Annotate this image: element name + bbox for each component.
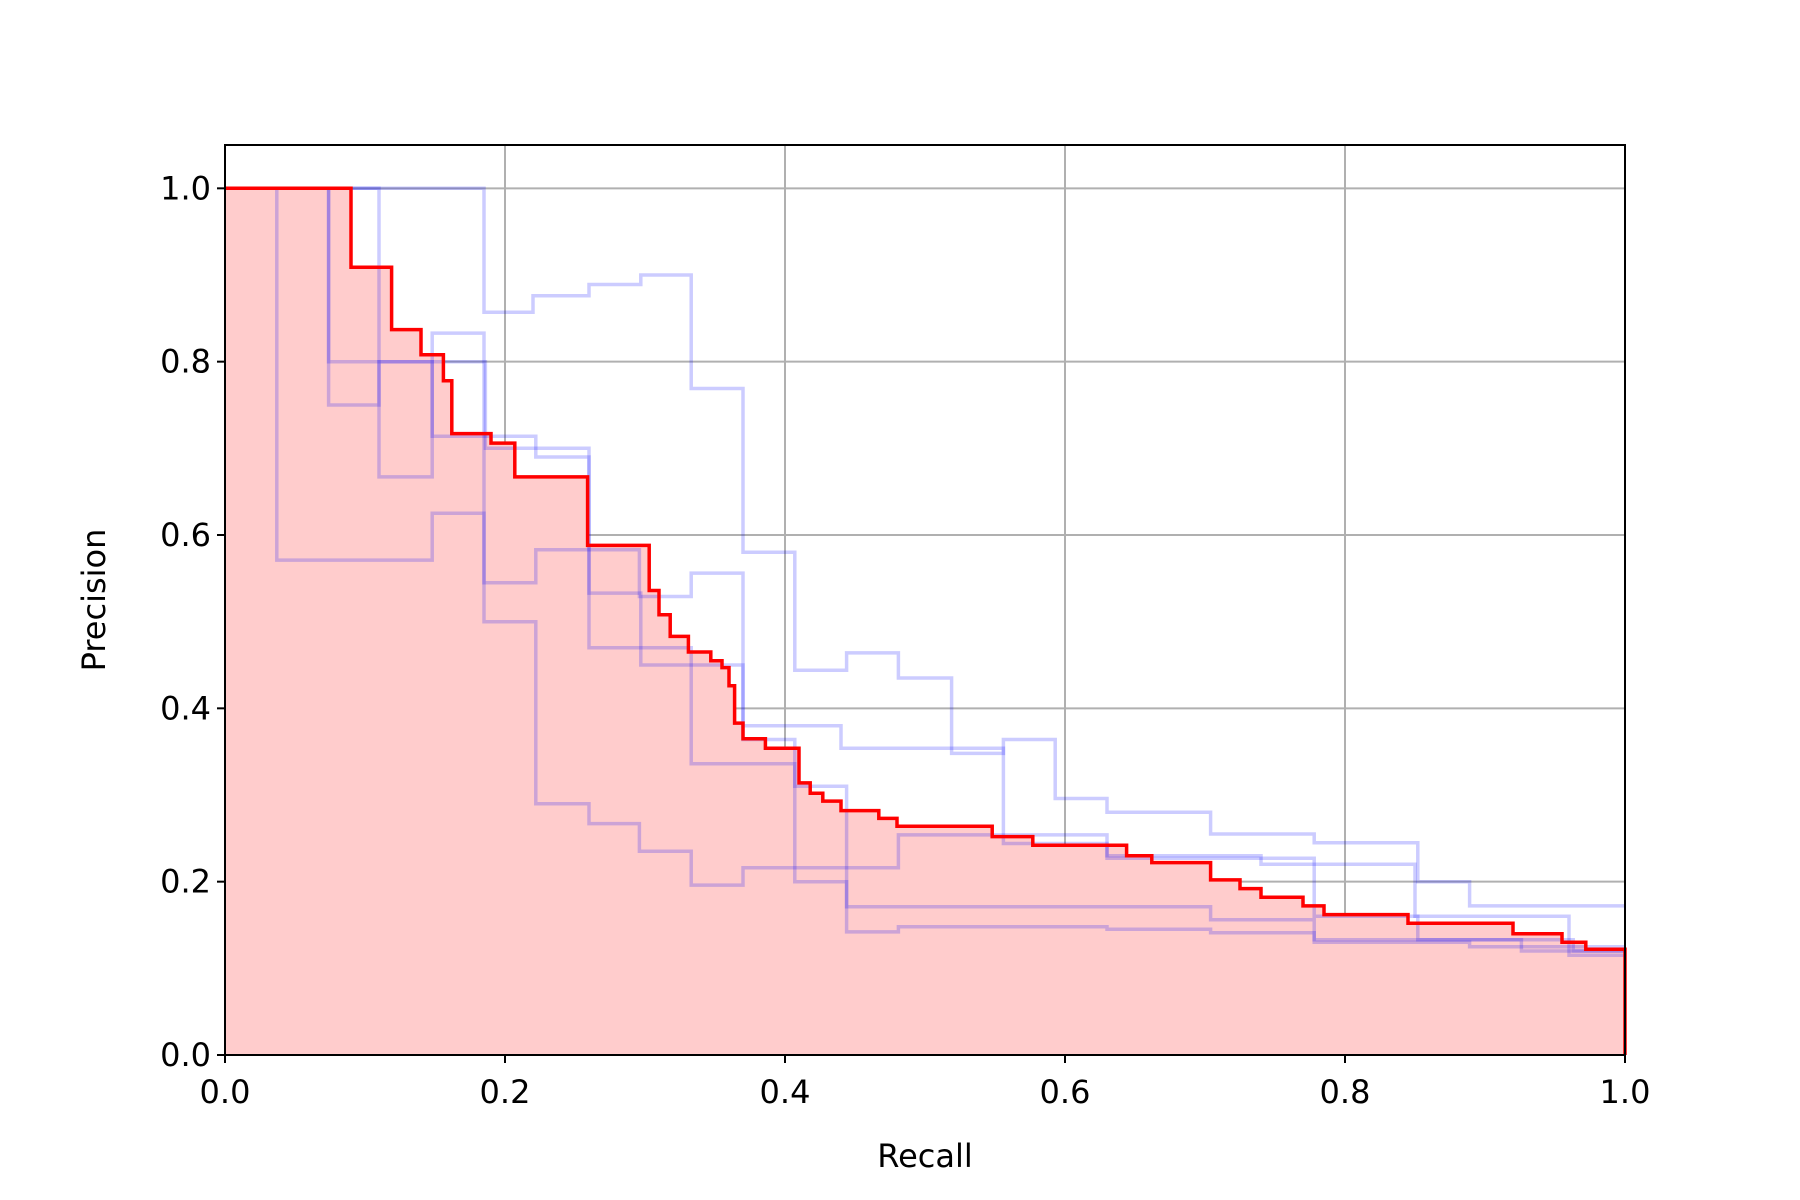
x-tick-label: 0.2 <box>480 1073 531 1111</box>
x-axis-label: Recall <box>877 1137 972 1175</box>
x-tick-label: 1.0 <box>1600 1073 1651 1111</box>
y-tick-label: 0.0 <box>160 1036 211 1074</box>
y-axis-label: Precision <box>75 529 113 672</box>
x-tick-label: 0.8 <box>1320 1073 1371 1111</box>
fold-pr-curve <box>225 186 1625 953</box>
y-tick-label: 1.0 <box>160 169 211 207</box>
mean-curve-area <box>225 188 1625 1056</box>
fold-pr-curve <box>225 186 1625 908</box>
x-tick-label: 0.6 <box>1040 1073 1091 1111</box>
y-tick-label: 0.2 <box>160 863 211 901</box>
x-tick-label: 0.0 <box>200 1073 251 1111</box>
fold-pr-curve <box>225 186 1625 949</box>
mean-curve-layer <box>225 186 1627 1055</box>
y-tick-label: 0.4 <box>160 689 211 727</box>
x-tick-label: 0.4 <box>760 1073 811 1111</box>
y-tick-label: 0.6 <box>160 516 211 554</box>
y-tick-label: 0.8 <box>160 343 211 381</box>
axis-ticks: 0.0 0.2 0.4 0.6 0.8 1.0 0.0 0.2 0.4 0.6 0.8 1.0 <box>160 169 1650 1111</box>
plot-frame <box>224 144 1626 1056</box>
fold-curves <box>225 186 1625 958</box>
mean-curve-fill-layer <box>225 188 1625 1056</box>
fold-pr-curve <box>225 186 1625 958</box>
mean-pr-curve <box>225 186 1627 1055</box>
